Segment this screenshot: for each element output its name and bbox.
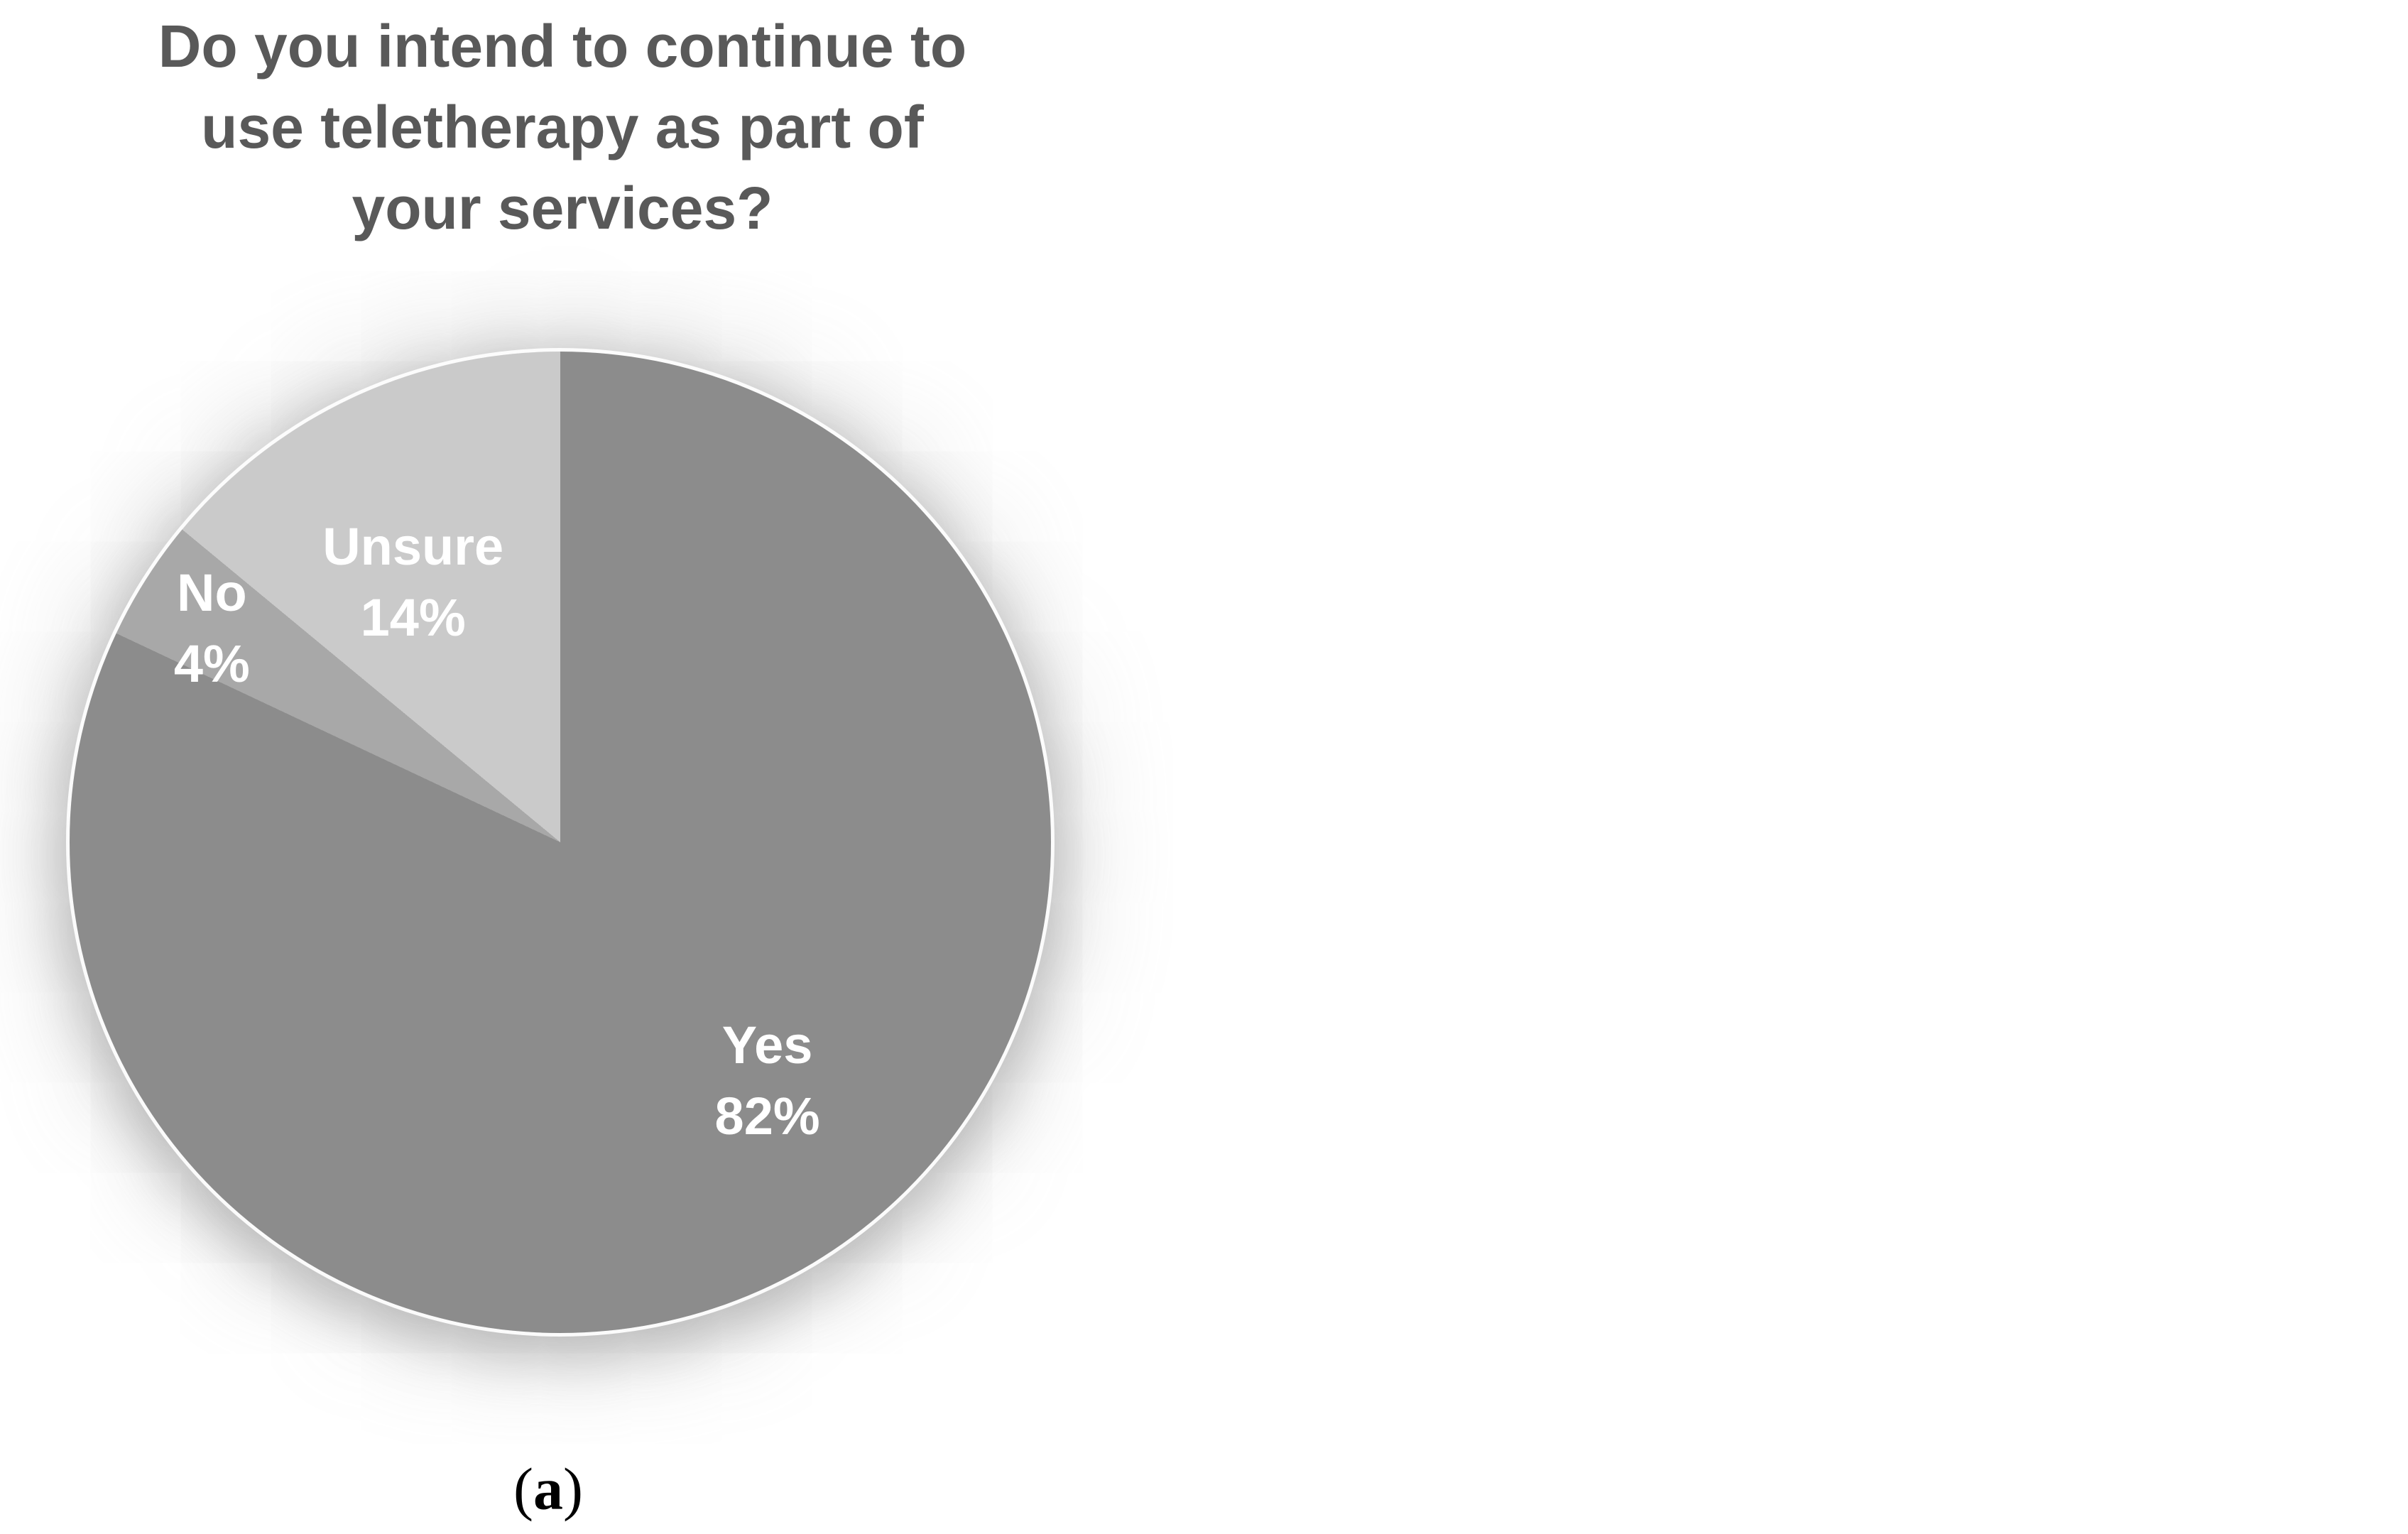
pie-a-yes-pct: 82% (714, 1086, 820, 1146)
panel-b: Do you have any families who have reques… (1204, 0, 2408, 1534)
pie-a-yes-slice-label: Yes 82% (715, 1010, 820, 1152)
chart-a-title: Do you intend to continue to use telethe… (65, 6, 1059, 249)
panel-a-caption: (a) (513, 1455, 583, 1524)
pie-a-yes-name: Yes (721, 1015, 813, 1075)
caption-a-close-paren: ) (563, 1456, 583, 1523)
chart-a-title-line-3: your services? (352, 175, 773, 241)
chart-a-title-line-2: use teletherapy as part of (201, 94, 924, 161)
pie-a-no-pct: 4% (173, 633, 250, 693)
pie-a-no-name: No (177, 562, 247, 622)
caption-a-letter: a (533, 1456, 563, 1523)
pie-a-no-slice-label: No 4% (174, 557, 250, 700)
pie-a-unsure-slice-label: Unsure 14% (322, 511, 503, 653)
pie-a-unsure-pct: 14% (360, 587, 466, 647)
chart-a-title-line-1: Do you intend to continue to (158, 13, 967, 80)
pie-a-unsure-name: Unsure (322, 516, 504, 576)
pie-chart-a: Unsure 14% No 4% Yes 82% (70, 352, 1051, 1333)
panel-a: Do you intend to continue to use telethe… (65, 6, 1059, 1524)
caption-a-open-paren: ( (513, 1456, 533, 1523)
